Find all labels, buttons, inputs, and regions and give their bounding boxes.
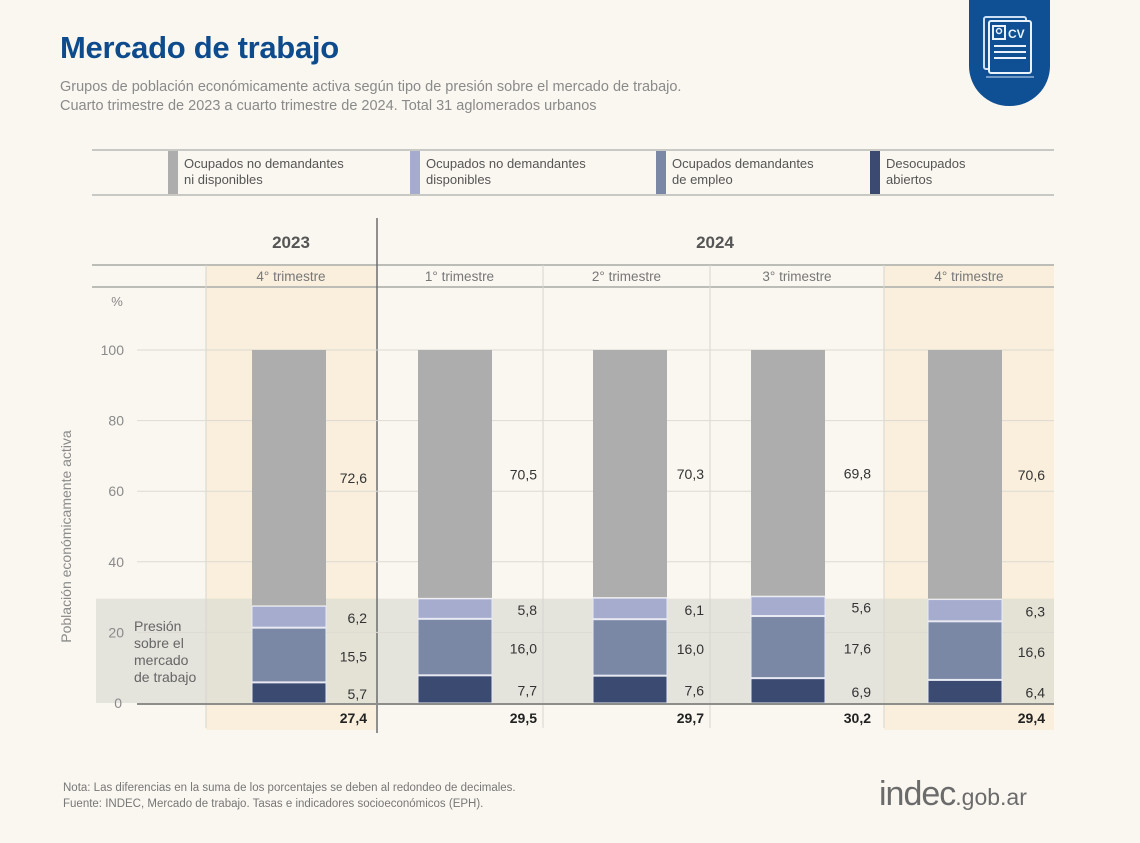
cv-badge: CV [969, 0, 1050, 106]
bar-segment [251, 682, 327, 704]
year-label: 2023 [272, 233, 310, 252]
pressure-total-label: 29,5 [510, 710, 537, 726]
bar-segment [927, 679, 1003, 704]
y-tick-label: 60 [108, 483, 124, 499]
legend-label: Ocupados demandantes de empleo [672, 156, 814, 187]
y-tick-label: 0 [114, 695, 122, 711]
svg-text:CV: CV [1008, 27, 1025, 41]
bar-segment [593, 350, 667, 598]
bar-segment [750, 616, 826, 679]
bar-segment [251, 605, 327, 628]
year-label: 2024 [696, 233, 734, 252]
pressure-total-label: 29,7 [677, 710, 704, 726]
legend-swatch [870, 151, 880, 194]
data-label: 16,0 [510, 641, 537, 657]
pressure-label-line: sobre el [134, 635, 184, 651]
footnotes: Nota: Las diferencias en la suma de los … [63, 780, 516, 812]
bar-segment [418, 350, 492, 598]
pressure-label-line: mercado [134, 652, 189, 668]
data-label: 5,6 [852, 600, 872, 616]
data-label: 70,3 [677, 466, 704, 482]
bar-segment [750, 596, 826, 617]
data-label: 15,5 [340, 649, 367, 665]
x-tick-label: 3° trimestre [762, 269, 831, 284]
pressure-label-line: Presión [134, 618, 181, 634]
legend-label: Ocupados no demandantes disponibles [426, 156, 586, 187]
data-label: 6,3 [1026, 604, 1046, 620]
data-label: 6,9 [852, 684, 872, 700]
bar-segment [251, 627, 327, 683]
bar-segment [592, 619, 668, 676]
data-label: 16,0 [677, 641, 704, 657]
data-label: 72,6 [340, 470, 367, 486]
data-label: 16,6 [1018, 644, 1045, 660]
bar-segment [927, 599, 1003, 622]
x-tick-label: 2° trimestre [592, 269, 661, 284]
data-label: 69,8 [844, 466, 871, 482]
y-tick-label: 100 [101, 342, 125, 358]
data-label: 17,6 [844, 641, 871, 657]
data-label: 5,7 [348, 686, 368, 702]
pressure-label-line: de trabajo [134, 669, 196, 685]
data-label: 6,4 [1026, 685, 1046, 701]
bar-segment [592, 597, 668, 620]
footnote-source: Fuente: INDEC, Mercado de trabajo. Tasas… [63, 798, 484, 810]
x-tick-label: 4° trimestre [256, 269, 325, 284]
page-title: Mercado de trabajo [60, 30, 339, 65]
y-tick-label: 80 [108, 413, 124, 429]
page-subtitle: Grupos de población económicamente activ… [60, 78, 681, 116]
y-tick-label: 40 [108, 554, 124, 570]
data-label: 70,6 [1018, 467, 1045, 483]
y-axis-title: Población económicamente activa [58, 430, 74, 643]
y-tick-label: 20 [108, 624, 124, 640]
legend-swatch [656, 151, 666, 194]
bar-segment [927, 621, 1003, 680]
data-label: 7,6 [685, 683, 705, 699]
indec-logo: indec.gob.ar [879, 775, 1027, 814]
data-label: 6,2 [348, 610, 368, 626]
data-label: 7,7 [518, 682, 538, 698]
bar-segment [928, 350, 1002, 599]
subtitle-line-1: Grupos de población económicamente activ… [60, 79, 682, 95]
x-tick-label: 4° trimestre [934, 269, 1003, 284]
logo-main: indec [879, 775, 956, 813]
data-label: 6,1 [685, 602, 705, 618]
bar-segment [252, 350, 326, 606]
legend-label: Ocupados no demandantes ni disponibles [184, 156, 344, 187]
bar-segment [417, 618, 493, 676]
logo-suffix: .gob.ar [955, 784, 1027, 810]
x-tick-label: 1° trimestre [425, 269, 494, 284]
legend-label: Desocupados abiertos [886, 156, 966, 187]
cv-document-icon: CV [983, 16, 1034, 78]
legend-swatch [410, 151, 420, 194]
data-label: 70,5 [510, 466, 537, 482]
bar-segment [417, 598, 493, 619]
pressure-total-label: 27,4 [340, 710, 367, 726]
pressure-band [96, 598, 1054, 703]
bar-segment [751, 350, 825, 596]
bar-segment [592, 675, 668, 704]
pressure-total-label: 29,4 [1018, 710, 1045, 726]
subtitle-line-2: Cuarto trimestre de 2023 a cuarto trimes… [60, 98, 597, 114]
bar-segment [417, 675, 493, 704]
chart-legend: Ocupados no demandantes ni disponibles O… [92, 149, 1054, 196]
data-label: 5,8 [518, 602, 538, 618]
y-unit-label: % [111, 294, 123, 309]
footnote-note: Nota: Las diferencias en la suma de los … [63, 782, 516, 794]
pressure-total-label: 30,2 [844, 710, 871, 726]
legend-swatch [168, 151, 178, 194]
bar-segment [750, 678, 826, 704]
